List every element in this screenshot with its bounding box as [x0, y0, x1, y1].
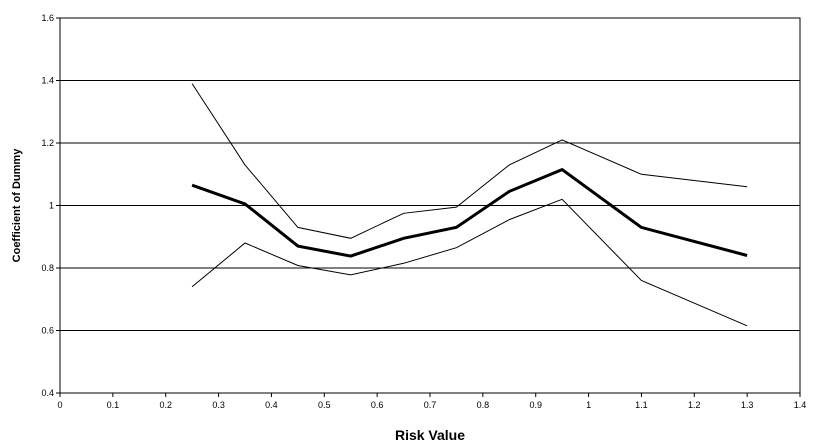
y-tick-label: 0.4	[41, 388, 54, 398]
y-tick-label: 0.8	[41, 263, 54, 273]
y-tick-label: 1.2	[41, 138, 54, 148]
x-tick-label: 0.6	[371, 400, 384, 410]
x-tick-label: 0.4	[265, 400, 278, 410]
x-tick-label: 1.4	[794, 400, 807, 410]
y-axis-title: Coefficient of Dummy	[11, 148, 23, 263]
x-tick-label: 1.1	[635, 400, 648, 410]
x-tick-label: 0	[57, 400, 62, 410]
x-tick-labels: 0 0.1 0.2 0.3 0.4 0.5 0.6 0.7 0.8 0.9 1 1.1 1.2 1.3 1.…	[57, 393, 806, 410]
series-layer	[191, 83, 748, 327]
grid-layer	[60, 80, 800, 331]
x-tick-label: 0.8	[477, 400, 490, 410]
series-line-estimate	[191, 167, 748, 258]
x-tick-label: 1.3	[741, 400, 754, 410]
x-tick-label: 0.3	[212, 400, 225, 410]
x-tick-label: 1	[586, 400, 591, 410]
y-tick-label: 1	[49, 201, 54, 211]
x-tick-label: 0.2	[159, 400, 172, 410]
y-tick-labels: 0.4 0.6 0.8 1 1.2 1.4 1.6	[41, 13, 60, 398]
series-line-lower-bound	[191, 198, 748, 327]
y-tick-label: 1.6	[41, 13, 54, 23]
y-tick-label: 1.4	[41, 76, 54, 86]
x-tick-label: 0.7	[424, 400, 437, 410]
x-tick-label: 0.9	[529, 400, 542, 410]
x-axis-title: Risk Value	[395, 427, 465, 443]
x-tick-label: 0.1	[107, 400, 120, 410]
y-tick-label: 0.6	[41, 326, 54, 336]
x-tick-label: 1.2	[688, 400, 701, 410]
x-tick-label: 0.5	[318, 400, 331, 410]
series-line-upper-bound	[191, 83, 748, 239]
